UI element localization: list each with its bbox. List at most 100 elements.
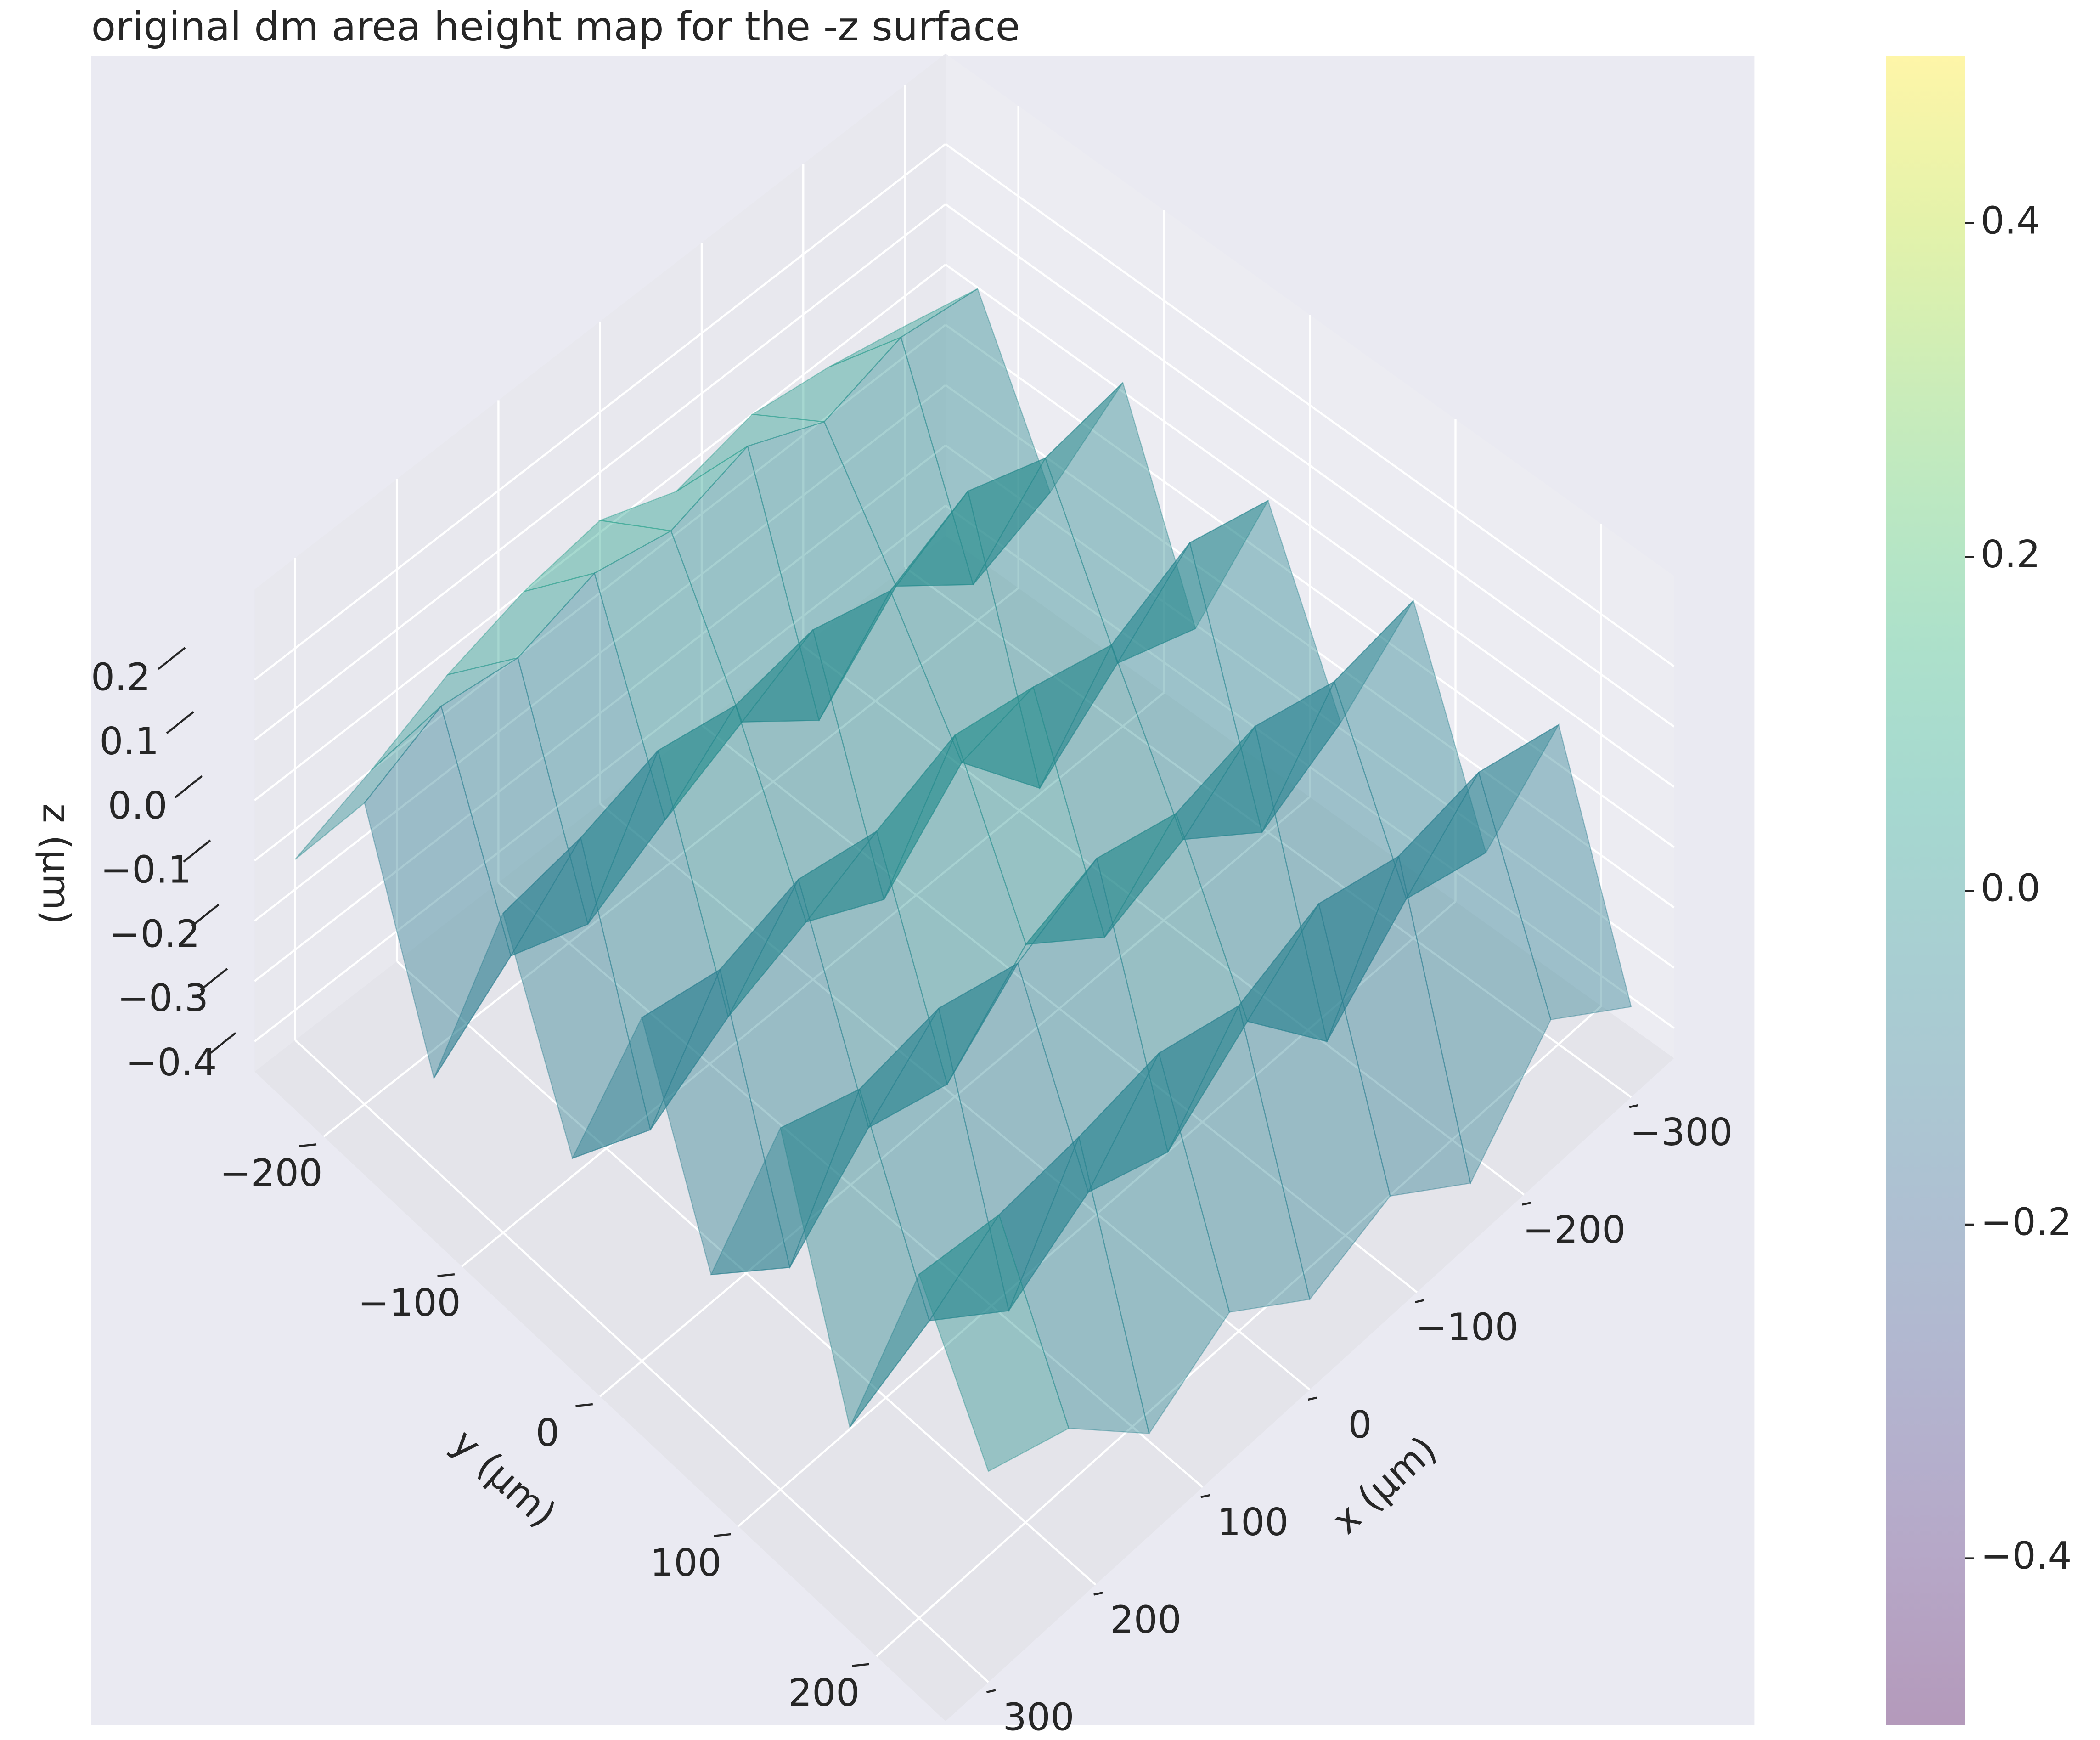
surface-face bbox=[735, 628, 885, 923]
surface-face bbox=[876, 734, 1027, 1086]
surface-face bbox=[1246, 855, 1400, 1042]
z-tick bbox=[200, 968, 228, 991]
surface-face bbox=[1096, 813, 1248, 1153]
surface-face bbox=[741, 589, 892, 723]
surface-face bbox=[967, 457, 1118, 790]
surface-face bbox=[1032, 644, 1184, 938]
surface-face bbox=[1044, 381, 1196, 664]
z-tick-label: −0.3 bbox=[118, 977, 208, 1020]
z-grid-line bbox=[945, 264, 1675, 788]
surface-face bbox=[895, 457, 1047, 587]
z-tick-label: −0.2 bbox=[109, 912, 200, 956]
surface-face bbox=[1017, 857, 1169, 1193]
z-grid-line bbox=[254, 384, 946, 922]
surface-face bbox=[928, 1136, 1080, 1322]
z-tick-label: 0.1 bbox=[99, 720, 159, 763]
surface-face bbox=[1158, 1005, 1311, 1313]
y-grid-line bbox=[461, 691, 1165, 1267]
surface-face bbox=[295, 706, 442, 860]
y-tick bbox=[437, 1273, 455, 1277]
surface-face bbox=[1025, 812, 1178, 945]
surface-face bbox=[828, 288, 978, 368]
y-grid-line bbox=[876, 1005, 1602, 1657]
colorbar-tick-label: 0.4 bbox=[1981, 199, 2040, 243]
y-tick bbox=[714, 1533, 731, 1537]
surface-face bbox=[1238, 902, 1391, 1301]
surface-face bbox=[823, 336, 974, 587]
y-tick-label: −100 bbox=[358, 1282, 461, 1325]
surface-face bbox=[1182, 680, 1335, 840]
x-tick bbox=[1307, 1396, 1317, 1401]
x-tick bbox=[986, 1689, 996, 1693]
z-grid-line bbox=[254, 143, 946, 681]
surface-face bbox=[954, 686, 1105, 945]
x-tick-label: 100 bbox=[1217, 1501, 1289, 1544]
y-grid-line bbox=[599, 796, 1311, 1397]
surface-face bbox=[502, 836, 651, 1159]
surface-face bbox=[1405, 723, 1560, 900]
surface-face bbox=[587, 705, 736, 925]
surface-face bbox=[859, 1007, 1010, 1322]
surface-face bbox=[1078, 1052, 1230, 1435]
surface-face bbox=[883, 686, 1034, 900]
surface-face bbox=[719, 878, 869, 1269]
x-tick bbox=[1093, 1592, 1103, 1596]
z-tick-label: 0.2 bbox=[91, 655, 151, 699]
surface-face bbox=[849, 1214, 1000, 1428]
surface-face bbox=[664, 629, 814, 820]
surface-face bbox=[594, 530, 743, 821]
z-grid-line bbox=[945, 324, 1675, 848]
colorbar-tick-label: −0.4 bbox=[1981, 1534, 2072, 1578]
surface-face bbox=[641, 968, 791, 1276]
z-tick-label: −0.1 bbox=[101, 848, 191, 892]
y-tick bbox=[575, 1403, 593, 1407]
z-grid-line bbox=[254, 505, 946, 1042]
z-grid-line bbox=[945, 384, 1675, 909]
z-grid-line bbox=[945, 203, 1675, 728]
scene bbox=[254, 53, 1675, 1722]
surface-face bbox=[805, 734, 956, 923]
y-tick-label: −200 bbox=[220, 1152, 322, 1195]
x-tick bbox=[1415, 1299, 1424, 1303]
z-grid-line bbox=[254, 264, 946, 802]
surface-face bbox=[1478, 724, 1632, 1021]
y-tick-label: 0 bbox=[535, 1412, 559, 1455]
surface-face bbox=[900, 288, 1051, 586]
y-tick bbox=[852, 1663, 869, 1667]
surface-face bbox=[1087, 1004, 1240, 1193]
x-tick-label: −200 bbox=[1523, 1208, 1626, 1252]
surface-face bbox=[657, 704, 807, 1018]
surface-face bbox=[598, 446, 748, 531]
surface-face bbox=[867, 962, 1019, 1129]
surface-face bbox=[650, 879, 799, 1130]
x-tick bbox=[1629, 1104, 1639, 1108]
x-tick bbox=[1200, 1494, 1210, 1498]
z-tick bbox=[158, 647, 186, 670]
surface-face bbox=[1318, 855, 1471, 1197]
surface-face bbox=[890, 490, 1041, 789]
z-tick bbox=[208, 1032, 236, 1055]
y-grid-line bbox=[323, 587, 1019, 1138]
colorbar-tick-label: 0.0 bbox=[1981, 867, 2040, 910]
surface-face bbox=[1167, 903, 1319, 1152]
z-tick bbox=[174, 775, 203, 798]
surface-face bbox=[1104, 726, 1255, 938]
surface-face bbox=[440, 657, 589, 957]
surface-face bbox=[798, 830, 948, 1129]
y-grid-line bbox=[738, 900, 1456, 1527]
z-grid-line bbox=[254, 324, 946, 862]
surface-face bbox=[1261, 600, 1414, 833]
y-tick-label: 200 bbox=[788, 1671, 860, 1715]
surface-face bbox=[998, 1136, 1150, 1435]
surface-face bbox=[1039, 542, 1190, 789]
z-grid-line bbox=[254, 203, 946, 741]
surface-face bbox=[710, 1088, 861, 1276]
chart-title: original dm area height map for the -z s… bbox=[91, 3, 1020, 50]
surface-face bbox=[364, 705, 512, 1080]
surface-face bbox=[780, 1088, 930, 1429]
surface-face bbox=[571, 968, 721, 1159]
z-grid-line bbox=[254, 444, 946, 982]
x-tick-label: −100 bbox=[1416, 1306, 1519, 1350]
